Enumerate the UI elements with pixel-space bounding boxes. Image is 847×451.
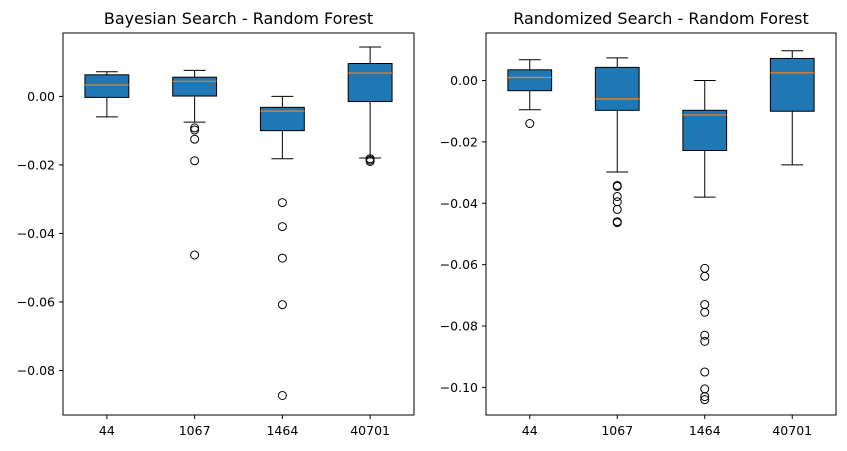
outlier-point <box>700 336 710 346</box>
iqr-box <box>507 69 553 92</box>
box-1464 <box>259 95 305 400</box>
y-tick-label: −0.08 <box>440 319 478 334</box>
outlier-point <box>190 156 200 166</box>
axes-frame <box>62 32 415 416</box>
y-tick-label: −0.02 <box>17 157 55 172</box>
outlier-point <box>190 134 200 144</box>
x-tick-label: 44 <box>522 423 538 438</box>
outlier-point <box>612 181 622 191</box>
outlier-point <box>277 253 287 263</box>
y-tick-label: −0.06 <box>440 257 478 272</box>
bayesian-search-boxplot: Bayesian Search - Random Forest 0.00 −0.0… <box>17 9 415 438</box>
iqr-box <box>172 76 218 97</box>
outlier-point <box>700 300 710 310</box>
y-tick-label: −0.04 <box>17 226 55 241</box>
x-tick-label: 44 <box>99 423 115 438</box>
box-1067 <box>594 57 640 228</box>
box-40701 <box>769 50 815 166</box>
x-tick-label: 1464 <box>266 423 298 438</box>
y-tick-label: −0.10 <box>440 380 478 395</box>
x-tick-label: 1464 <box>689 423 721 438</box>
outlier-point <box>277 198 287 208</box>
y-tick-label: −0.04 <box>440 196 478 211</box>
outlier-point <box>190 250 200 260</box>
outlier-point <box>700 384 710 394</box>
box-44 <box>507 59 553 129</box>
outlier-point <box>190 123 200 133</box>
x-tick-label: 40701 <box>350 423 390 438</box>
outlier-point <box>700 330 710 340</box>
y-tick-label: −0.08 <box>17 363 55 378</box>
iqr-box <box>682 109 728 152</box>
outlier-point <box>612 197 622 207</box>
outlier-point <box>277 222 287 232</box>
axes-frame <box>485 32 837 416</box>
outlier-point <box>612 204 622 214</box>
y-tick-label: 0.00 <box>450 73 478 88</box>
outlier-point <box>700 395 710 405</box>
x-tick-label: 40701 <box>772 423 812 438</box>
x-tick-label: 1067 <box>601 423 633 438</box>
iqr-box <box>769 57 815 112</box>
iqr-box <box>84 74 130 98</box>
iqr-box <box>259 106 305 132</box>
outlier-point <box>365 156 375 166</box>
chart-title: Randomized Search - Random Forest <box>513 9 809 28</box>
chart-title: Bayesian Search - Random Forest <box>104 9 373 28</box>
outlier-point <box>700 263 710 273</box>
outlier-point <box>277 390 287 400</box>
outlier-point <box>612 218 622 228</box>
outlier-point <box>700 392 710 402</box>
outlier-point <box>700 271 710 281</box>
outlier-point <box>700 307 710 317</box>
x-tick-label: 1067 <box>179 423 211 438</box>
outlier-point <box>612 192 622 202</box>
outlier-point <box>525 119 535 129</box>
box-1464 <box>682 80 728 405</box>
y-tick-label: 0.00 <box>27 89 55 104</box>
outlier-point <box>700 367 710 377</box>
outlier-point <box>190 125 200 135</box>
y-tick-label: −0.06 <box>17 294 55 309</box>
box-44 <box>84 71 130 118</box>
iqr-box <box>347 62 393 103</box>
outlier-point <box>277 300 287 310</box>
y-tick-label: −0.02 <box>440 134 478 149</box>
iqr-box <box>594 66 640 111</box>
randomized-search-boxplot: Randomized Search - Random Forest 0.00 −0… <box>440 9 837 438</box>
box-40701 <box>347 46 393 166</box>
box-1067 <box>172 69 218 260</box>
